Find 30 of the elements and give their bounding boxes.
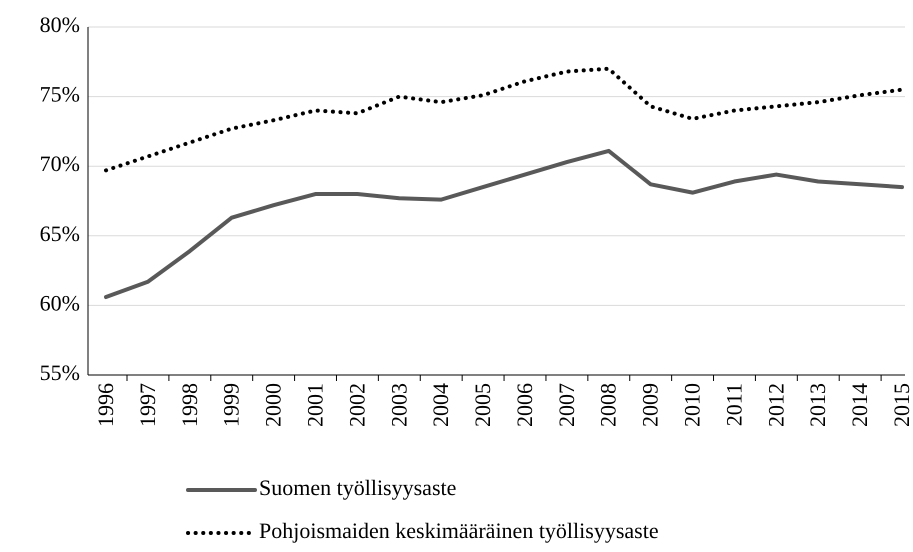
x-tick-label: 2001: [302, 383, 328, 427]
legend-label: Pohjoismaiden keskimääräinen työllisyysaste: [259, 518, 659, 544]
x-tick-label: 1998: [176, 383, 202, 427]
y-tick-label: 80%: [40, 12, 80, 38]
x-tick-label: 2004: [428, 383, 454, 427]
x-tick-label: 1997: [134, 383, 160, 427]
x-tick-label: 2009: [638, 383, 663, 427]
y-tick-label: 55%: [40, 360, 80, 386]
x-tick-label: 2015: [889, 383, 913, 427]
y-tick-label: 70%: [40, 151, 80, 176]
y-tick-label: 60%: [40, 290, 80, 316]
x-tick-label: 1999: [218, 383, 244, 427]
x-tick-label: 2014: [847, 383, 872, 427]
x-tick-label: 2012: [763, 383, 788, 427]
x-tick-label: 2003: [386, 383, 412, 427]
y-tick-label: 65%: [40, 220, 80, 246]
x-tick-label: 2010: [680, 383, 705, 427]
x-tick-label: 2011: [721, 383, 746, 426]
x-tick-label: 1996: [93, 383, 118, 427]
x-tick-label: 2006: [512, 383, 537, 427]
legend-label: Suomen työllisyysaste: [259, 475, 456, 500]
x-tick-label: 2013: [805, 383, 830, 427]
x-tick-label: 2002: [344, 383, 370, 427]
line-series: [104, 66, 904, 172]
line-series: [104, 148, 904, 300]
x-tick-label: 2008: [596, 383, 621, 427]
x-tick-label: 2000: [260, 383, 286, 427]
y-tick-label: 75%: [40, 82, 80, 107]
x-tick-label: 2007: [554, 383, 579, 427]
x-tick-label: 2005: [470, 383, 496, 427]
